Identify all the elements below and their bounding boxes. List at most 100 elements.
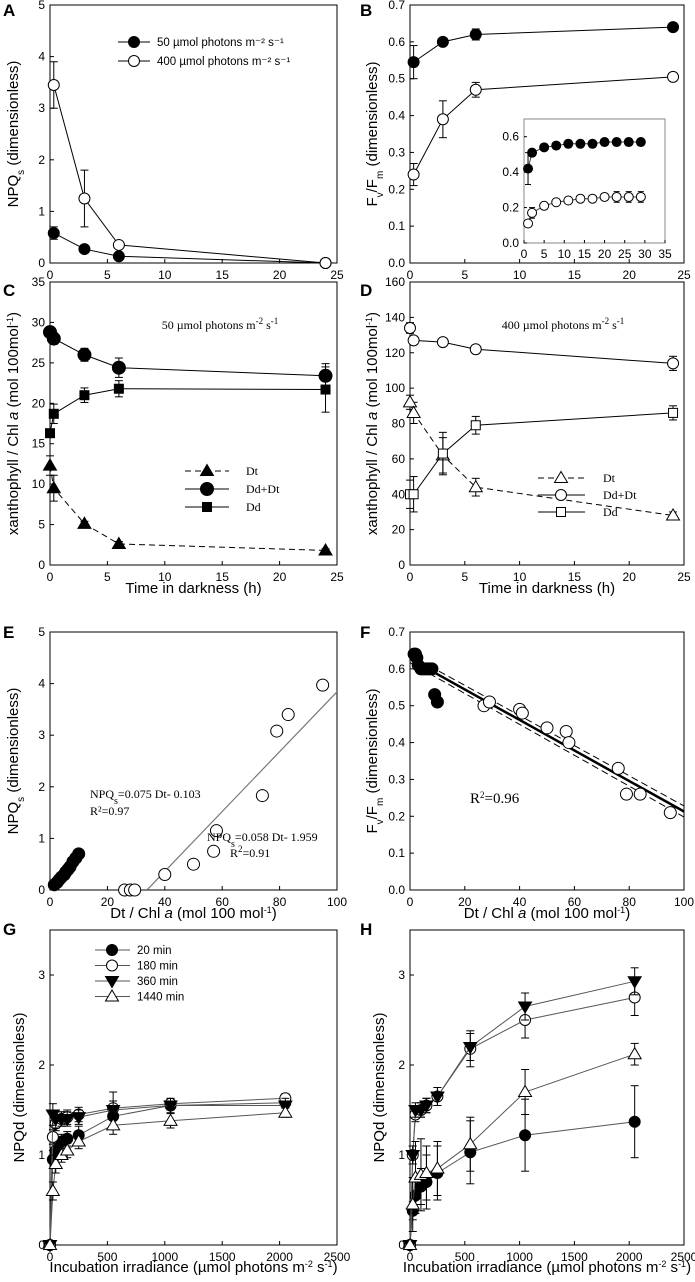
panel-F-series-1-point-5-shape	[559, 725, 573, 739]
panel-E-series-1-point-7	[255, 789, 269, 803]
panel-B-inset-series-1-point-2-shape	[539, 200, 550, 211]
panel-D-ytick-label-2: 40	[392, 487, 406, 501]
panel-B-inset-series-1-point-9	[623, 191, 634, 202]
panel-B-inset-series-0-point-0-shape	[523, 163, 534, 174]
panel-B: 0 5 10 15 20 250.00.10.20.30.40.50.60.7Fv/Fm …	[364, 0, 691, 282]
panel-C-series-1-point-3-shape	[111, 360, 126, 375]
panel-C-series-0-point-2	[77, 516, 92, 529]
panel-G-legend-marker-2	[104, 975, 120, 989]
panel-A-ytick-label-2: 2	[38, 153, 45, 167]
panel-G-series-2-line	[49, 1105, 286, 1246]
panel-D-xlabel: Time in darkness (h)	[479, 580, 615, 597]
panel-C-legend-marker-2-shape	[202, 502, 212, 512]
panel-D-legend-marker-2-shape	[556, 507, 566, 517]
panel-G-series-0-point-4	[61, 1132, 74, 1145]
panel-E-ytick-label-3: 3	[38, 728, 45, 742]
panel-A-ytick-label-3: 3	[38, 101, 45, 115]
panel-H-series-3-point-8-shape	[627, 1046, 643, 1060]
panel-H-xtick-label-3: 1500	[561, 1250, 588, 1264]
panel-B-inset-series-0-point-8-shape	[611, 137, 622, 148]
panel-H-xtick-label-2: 1000	[506, 1250, 533, 1264]
panel-B-series-1-point-2-shape	[469, 83, 482, 96]
panel-C-legend-marker-0	[199, 463, 215, 477]
panel-G-legend: 20 min 180 min 360 min 1440 min	[95, 944, 184, 1004]
panel-B-inset-series-1-point-2	[539, 200, 550, 211]
panel-D-series-1-point-2-shape	[436, 336, 449, 349]
panel-H-series-2-point-1	[405, 1149, 421, 1163]
panel-C-ytick-label-4: 20	[32, 396, 46, 410]
panel-D-series-2-point-4	[668, 407, 679, 418]
panel-D-ytick-label-3: 60	[392, 452, 406, 466]
panel-G-legend-label-1: 180 min	[137, 961, 178, 973]
panel-E-series-0-point-10-shape	[72, 847, 86, 861]
panel-H-series-2-point-7	[517, 1001, 533, 1014]
panel-B-inset-series-0-point-5-shape	[575, 138, 586, 149]
panel-G-frame	[49, 929, 338, 1246]
panel-C-series-1-point-1-shape	[46, 331, 61, 346]
panel-B-series-0-line	[413, 26, 674, 63]
panel-A-legend-label-1: 400 µmol photons m⁻² s⁻¹	[157, 56, 290, 68]
panel-D-legend-label-2: Dd	[603, 505, 618, 519]
panel-G-series-2-point-6	[105, 1104, 121, 1118]
panel-E-series-1-point-3	[158, 868, 172, 882]
panel-E: 0 20 40 60 80 100 0 1 2 3 4 5 NPQs (dimensionless) Dt…	[5, 625, 347, 922]
panel-D-xtick-label-5: 25	[677, 570, 691, 584]
panel-E-xtick-label-5: 100	[327, 895, 347, 909]
panel-D-ytick-label-7: 140	[385, 310, 405, 324]
panel-G: 0 500 1000 1500 2000 2500 0 1 2 3 NPQd (dimensionl…	[11, 929, 351, 1276]
panel-G-series-3-point-7	[163, 1113, 178, 1126]
panel-H-series-2-point-6-shape	[462, 1041, 478, 1055]
panel-F-ytick-label-6: 0.6	[388, 662, 405, 676]
panel-C-ytick-label-5: 25	[32, 356, 46, 370]
panel-A-legend-marker-1	[128, 55, 140, 67]
panel-A-series-0-point-2-shape	[112, 250, 125, 263]
panel-G-xtick-label-0: 0	[47, 1250, 54, 1264]
panel-B-inset-series-1-point-0-shape	[523, 218, 534, 229]
panel-B-inset-xtick-label-5: 25	[618, 247, 632, 261]
panel-C-ytick-label-2: 10	[32, 477, 46, 491]
panel-C-series-0-point-4-shape	[318, 542, 333, 556]
panel-D-series-2-point-1-shape	[408, 489, 419, 500]
panel-B-ytick-label-4: 0.4	[388, 109, 405, 123]
panel-D-legend-marker-2	[556, 507, 566, 517]
panel-A-series-1-point-2	[112, 238, 125, 251]
panel-H-xtick-label-4: 2000	[616, 1250, 643, 1264]
panel-H-series-2-point-6	[462, 1041, 478, 1055]
panel-A-series-0-point-1-shape	[78, 243, 91, 256]
panel-E-series-1-point-6-shape	[209, 824, 223, 838]
panel-B-xtick-label-5: 25	[677, 268, 691, 282]
panel-D-series-1-line	[409, 327, 674, 364]
panel-F-series-0-point-8	[425, 662, 439, 676]
panel-D-series-0-point-4	[665, 507, 681, 521]
panel-H-series-1-line	[409, 997, 635, 1246]
panel-D-series-2-point-4-shape	[668, 407, 679, 418]
panel-B-inset-series-1-point-10	[635, 191, 646, 202]
panel-B-series-0-point-1	[436, 35, 449, 48]
panel-F-series-1-point-9	[633, 787, 647, 801]
panel-H-series-3-point-5	[430, 1161, 445, 1174]
panel-D-series-0-point-0	[402, 394, 418, 408]
panel-H-series-2-point-1-shape	[405, 1149, 421, 1163]
panel-E-series-1-point-2	[128, 883, 142, 897]
panel-C-series-0-point-2-shape	[77, 516, 92, 529]
panel-B-series-0-point-1-shape	[436, 35, 449, 48]
panel-E-series-1-point-10	[316, 678, 330, 692]
panel-D-series-2-point-2-shape	[437, 448, 448, 459]
panel-H-series-3-point-1-shape	[405, 1197, 421, 1210]
panel-F-series-1-point-8-shape	[619, 787, 633, 801]
panel-D-series-1-point-4-shape	[667, 357, 680, 370]
panel-B-series-1-point-0-shape	[407, 168, 420, 181]
panel-B-inset-series-0-point-1-shape	[527, 147, 538, 158]
panel-H-series-3-point-1	[405, 1197, 421, 1210]
panel-C-series-2-point-1	[48, 408, 59, 419]
panel-C-series-0-point-0-shape	[42, 458, 58, 471]
panel-D-series-1-point-1	[407, 334, 420, 347]
panel-E-xtick-label-1: 20	[101, 895, 115, 909]
panel-B-inset-series-0-point-7	[599, 137, 610, 148]
panel-D-legend-marker-0	[553, 470, 569, 484]
panel-E-series-1-point-4-shape	[187, 857, 200, 871]
panel-C-title: 50 µmol photons m-2 s-1	[162, 316, 279, 332]
panel-F-ci-lower	[409, 662, 685, 818]
panel-F-ytick-label-3: 0.3	[388, 772, 405, 786]
panel-label-H: H	[360, 920, 372, 939]
